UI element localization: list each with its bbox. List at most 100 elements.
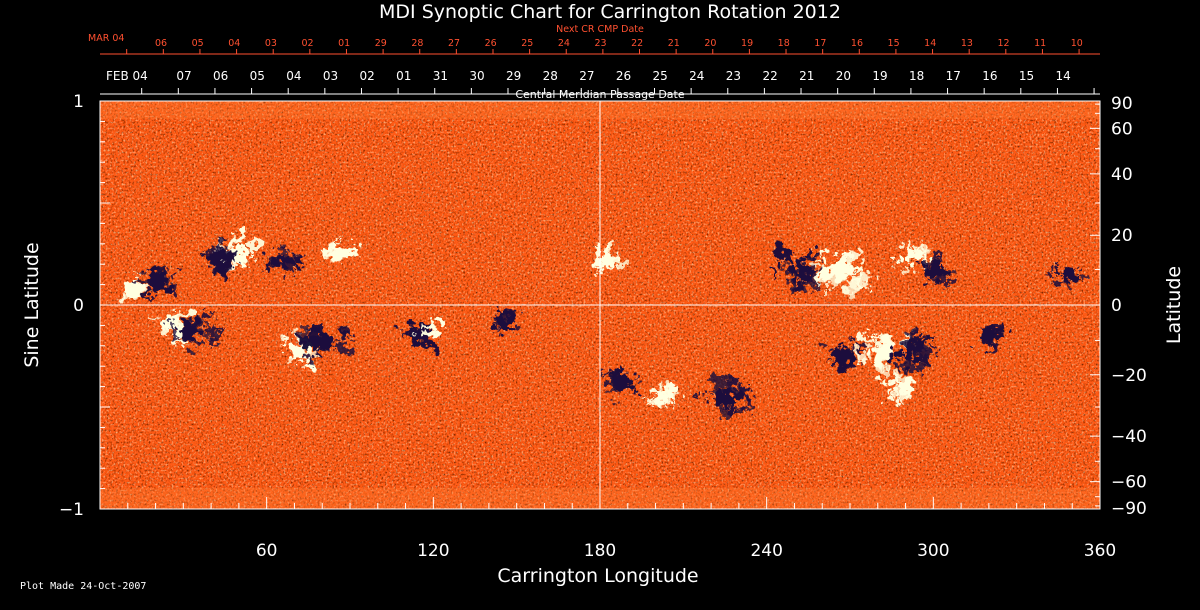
y-left-tick-label: 0 bbox=[73, 296, 84, 316]
y-right-tick-label: 0 bbox=[1111, 296, 1122, 316]
negative-flux-patch bbox=[170, 270, 177, 277]
positive-flux-patch bbox=[822, 285, 830, 293]
top-date-label: 20 bbox=[836, 69, 851, 83]
y-axis-left-label: Sine Latitude bbox=[21, 242, 43, 367]
next-cr-date-label: 15 bbox=[888, 38, 900, 49]
next-cr-date-label: 02 bbox=[301, 38, 313, 49]
negative-flux-patch bbox=[743, 395, 753, 405]
negative-flux-patch bbox=[772, 271, 779, 278]
top-date-label: 26 bbox=[616, 69, 631, 83]
positive-flux-patch bbox=[671, 399, 679, 407]
top-date-label: 21 bbox=[799, 69, 814, 83]
negative-flux-patch bbox=[293, 255, 304, 266]
y-right-tick-label: −90 bbox=[1111, 499, 1147, 519]
next-cr-date-label: 19 bbox=[741, 38, 753, 49]
negative-flux-patch bbox=[949, 268, 958, 277]
negative-flux-patch bbox=[208, 336, 215, 343]
next-cr-date-label: 01 bbox=[338, 38, 350, 49]
y-left-tick-label: −1 bbox=[59, 500, 84, 520]
negative-flux-core bbox=[980, 328, 998, 343]
positive-flux-patch bbox=[117, 292, 127, 301]
negative-flux-patch bbox=[852, 340, 857, 345]
positive-flux-patch bbox=[924, 250, 932, 258]
negative-flux-patch bbox=[998, 328, 1005, 335]
positive-flux-patch bbox=[231, 230, 245, 244]
positive-flux-patch bbox=[844, 282, 859, 297]
next-cr-date-label: 05 bbox=[192, 38, 204, 49]
negative-flux-patch bbox=[843, 363, 849, 368]
positive-flux-patch bbox=[599, 269, 607, 276]
negative-flux-patch bbox=[168, 329, 180, 341]
positive-flux-core bbox=[896, 378, 916, 395]
negative-flux-patch bbox=[718, 408, 729, 419]
next-cr-date-label: 14 bbox=[924, 38, 936, 49]
negative-flux-patch bbox=[405, 325, 411, 331]
positive-flux-patch bbox=[856, 329, 868, 342]
negative-flux-patch bbox=[928, 339, 935, 346]
y-right-tick-label: −20 bbox=[1111, 366, 1147, 386]
negative-flux-patch bbox=[167, 323, 176, 332]
negative-flux-patch bbox=[794, 279, 805, 290]
next-cr-date-label: 06 bbox=[155, 38, 167, 49]
positive-flux-patch bbox=[817, 283, 823, 289]
positive-flux-patch bbox=[849, 266, 855, 272]
top-date-label: 06 bbox=[213, 69, 228, 83]
negative-flux-patch bbox=[214, 243, 222, 250]
negative-flux-patch bbox=[306, 354, 315, 363]
positive-flux-patch bbox=[917, 247, 923, 253]
top-date-label: 16 bbox=[982, 69, 997, 83]
positive-flux-patch bbox=[652, 405, 657, 410]
positive-flux-patch bbox=[874, 332, 881, 338]
positive-flux-patch bbox=[621, 260, 628, 268]
top-date-label: 15 bbox=[1019, 69, 1034, 83]
positive-flux-patch bbox=[870, 336, 876, 342]
negative-flux-patch bbox=[606, 386, 618, 398]
negative-flux-patch bbox=[135, 279, 141, 285]
negative-flux-patch bbox=[224, 239, 232, 247]
positive-flux-patch bbox=[183, 309, 192, 317]
top-date-label: 14 bbox=[1055, 69, 1070, 83]
negative-flux-core bbox=[211, 249, 233, 267]
x-tick-label: 300 bbox=[917, 541, 949, 561]
positive-flux-patch bbox=[320, 255, 326, 261]
y-axis-left: 1 0 −1 bbox=[59, 92, 110, 520]
next-cr-date-label: 28 bbox=[411, 38, 423, 49]
top-date-label: 03 bbox=[323, 69, 338, 83]
next-cr-date-label: 27 bbox=[448, 38, 460, 49]
positive-flux-core bbox=[329, 246, 348, 262]
top-date-label: 02 bbox=[360, 69, 375, 83]
positive-flux-patch bbox=[276, 340, 284, 347]
positive-flux-patch bbox=[286, 356, 295, 365]
positive-flux-patch bbox=[150, 316, 157, 323]
positive-flux-core bbox=[599, 252, 618, 268]
positive-flux-patch bbox=[308, 361, 314, 367]
next-cr-date-label: 26 bbox=[485, 38, 497, 49]
negative-flux-patch bbox=[499, 309, 505, 314]
top-date-label: 24 bbox=[689, 69, 704, 83]
next-cr-date-label: 22 bbox=[631, 38, 643, 49]
y-right-tick-label: −40 bbox=[1111, 427, 1147, 447]
y-right-tick-label: 90 bbox=[1111, 94, 1133, 114]
negative-flux-patch bbox=[1076, 272, 1085, 282]
negative-flux-patch bbox=[826, 347, 836, 357]
negative-flux-patch bbox=[493, 326, 499, 332]
positive-flux-patch bbox=[815, 263, 824, 273]
next-cr-date-label: 18 bbox=[778, 38, 790, 49]
negative-flux-patch bbox=[901, 368, 906, 373]
next-cr-date-label: 17 bbox=[814, 38, 826, 49]
positive-flux-patch bbox=[890, 388, 897, 394]
negative-flux-patch bbox=[216, 273, 223, 280]
negative-flux-patch bbox=[207, 244, 213, 250]
top-date-label: 29 bbox=[506, 69, 521, 83]
negative-flux-patch bbox=[934, 351, 940, 357]
top-axis-title: Central Meridian Passage Date bbox=[515, 88, 684, 101]
x-tick-label: 360 bbox=[1084, 541, 1116, 561]
plot-made-note: Plot Made 24-Oct-2007 bbox=[20, 581, 146, 592]
negative-flux-patch bbox=[713, 374, 727, 388]
negative-flux-patch bbox=[189, 339, 200, 349]
positive-flux-patch bbox=[887, 393, 897, 403]
negative-flux-patch bbox=[1046, 271, 1056, 281]
y-right-tick-label: −60 bbox=[1111, 473, 1147, 493]
negative-flux-patch bbox=[781, 264, 788, 272]
negative-flux-core bbox=[714, 388, 736, 406]
